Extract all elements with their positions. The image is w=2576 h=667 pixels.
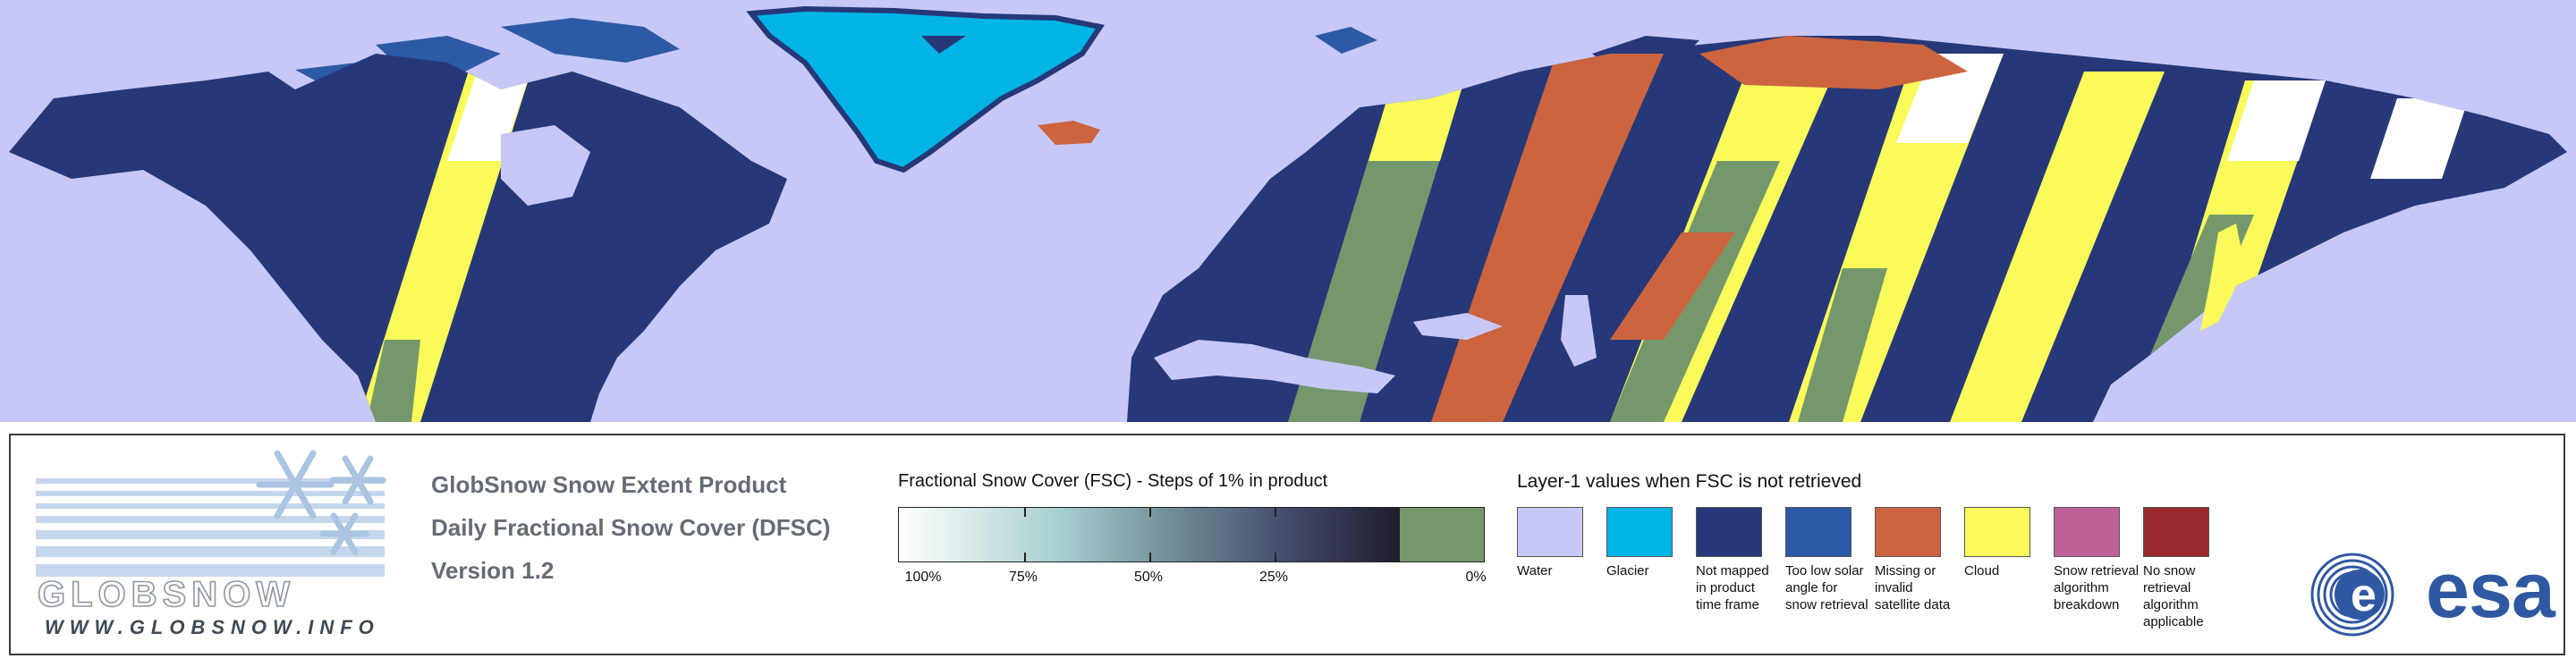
fsc-tick [1024, 508, 1026, 517]
svg-text:e: e [2351, 570, 2377, 621]
greenland-coast [746, 5, 1105, 173]
swath-3-green [1798, 268, 1887, 422]
layer1-swatch [1517, 507, 1583, 557]
fsc-label: 0% [1465, 570, 1487, 585]
fsc-tick [1275, 553, 1276, 561]
iceland [1038, 121, 1100, 145]
fsc-gradient [899, 508, 1400, 561]
fsc-tick [1275, 508, 1276, 517]
swath-missing-2 [1610, 232, 1735, 340]
layer1-swatch [1696, 507, 1762, 557]
swath-4 [1950, 72, 2165, 422]
snow-cover-map [0, 0, 2576, 422]
globsnow-logo-text: GLOBSNOW [37, 574, 295, 615]
layer1-swatch [1785, 507, 1852, 557]
fsc-label: 25% [1258, 570, 1289, 585]
layer1-swatch [1606, 507, 1673, 557]
layer1-label: Not mapped in product time frame [1696, 563, 1769, 612]
layer1-label: Too low solar angle for snow retrieval [1785, 563, 1868, 612]
hudson-bay [501, 125, 590, 206]
product-version: Version 1.2 [431, 557, 555, 584]
layer1-label: Cloud [1964, 563, 2000, 578]
caspian-sea [1561, 295, 1597, 367]
greenland [751, 9, 1100, 170]
globsnow-url: WWW.GLOBSNOW.INFO [45, 616, 380, 638]
product-title: GlobSnow Snow Extent Product [431, 471, 787, 498]
globsnow-logo-graphic [36, 450, 386, 577]
layer1-swatch [2143, 507, 2209, 557]
layer1-swatch [1875, 507, 1941, 557]
fsc-label: 100% [904, 570, 942, 585]
japan [2200, 224, 2245, 331]
swath-6 [2370, 98, 2469, 179]
esa-logo-text: esa [2426, 545, 2555, 634]
fsc-tick [1149, 553, 1151, 561]
layer1-swatch [2054, 507, 2120, 557]
greenland-gap [921, 36, 966, 54]
snowflake-icon [256, 450, 386, 555]
black-sea [1413, 313, 1503, 340]
fsc-tick [1024, 553, 1026, 561]
fsc-no-snow-swatch [1400, 508, 1484, 561]
swath-north-america-green [367, 340, 420, 422]
layer1-label: Missing or invalid satellite data [1875, 563, 1951, 612]
layer1-label: Glacier [1606, 563, 1649, 578]
fsc-tick [1149, 508, 1151, 517]
swath-5-snow [2227, 80, 2326, 161]
layer1-swatch [1964, 507, 2030, 557]
product-subtitle: Daily Fractional Snow Cover (DFSC) [431, 514, 831, 541]
fsc-colorbar [898, 507, 1485, 562]
fsc-label: 75% [1008, 570, 1038, 585]
arctic-islands [295, 18, 680, 94]
layer1-label: Snow retrieval algorithm breakdown [2054, 563, 2140, 612]
legend-panel: GLOBSNOW WWW.GLOBSNOW.INFO GlobSnow Snow… [9, 434, 2565, 655]
layer1-label: Water [1517, 563, 1553, 578]
missing-data-arctic [1699, 36, 1968, 89]
svalbard [1315, 27, 1377, 54]
mediterranean [1154, 340, 1395, 393]
fsc-legend-title: Fractional Snow Cover (FSC) - Steps of 1… [898, 471, 1328, 491]
layer1-label: No snow retrieval algorithm applicable [2143, 563, 2204, 629]
fsc-label: 50% [1133, 570, 1164, 585]
esa-logo-icon: e [2310, 553, 2394, 637]
layer1-legend-title: Layer-1 values when FSC is not retrieved [1517, 471, 1862, 492]
